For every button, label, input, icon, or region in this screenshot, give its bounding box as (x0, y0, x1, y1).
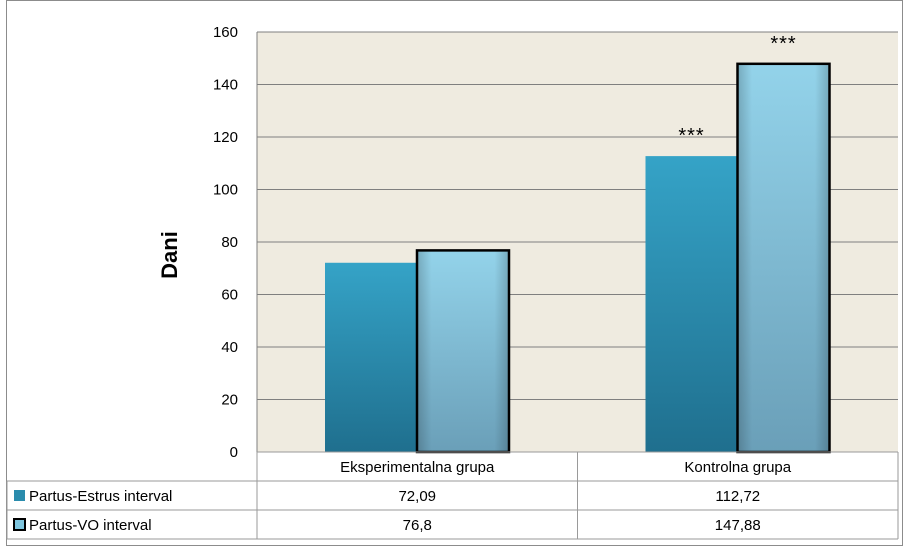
significance-marker: *** (678, 125, 704, 147)
legend-label-partus-estrus: Partus-Estrus interval (29, 488, 172, 505)
y-tick-label: 160 (213, 24, 238, 41)
legend-label-partus-vo: Partus-VO interval (29, 517, 152, 534)
data-label-partus-estrus: 72,09 (398, 488, 436, 505)
bar-partus-estrus-eksperimentalna (325, 262, 417, 452)
bar-partus-vo-kontrolna-shade (738, 64, 829, 451)
x-category-label: Eksperimentalna grupa (340, 459, 495, 476)
data-label-partus-estrus: 112,72 (715, 488, 760, 505)
y-tick-label: 120 (213, 129, 238, 146)
y-tick-label: 80 (221, 234, 238, 251)
y-tick-label: 140 (213, 77, 238, 94)
bar-partus-vo-eksperimentalna-shade (418, 251, 508, 451)
data-label-partus-vo: 147,88 (715, 517, 761, 534)
legend-swatch-partus-estrus (14, 490, 25, 501)
x-category-label: Kontrolna grupa (684, 459, 791, 476)
y-tick-label: 40 (221, 339, 238, 356)
data-label-partus-vo: 76,8 (403, 517, 432, 534)
y-tick-label: 0 (230, 444, 238, 461)
y-tick-label: 100 (213, 182, 238, 199)
legend-swatch-partus-vo (13, 518, 26, 531)
bar-partus-estrus-kontrolna (645, 156, 738, 453)
y-axis-label: Dani (157, 231, 182, 279)
y-tick-label: 20 (221, 392, 238, 409)
y-tick-label: 60 (221, 287, 238, 304)
significance-marker: *** (770, 33, 796, 55)
